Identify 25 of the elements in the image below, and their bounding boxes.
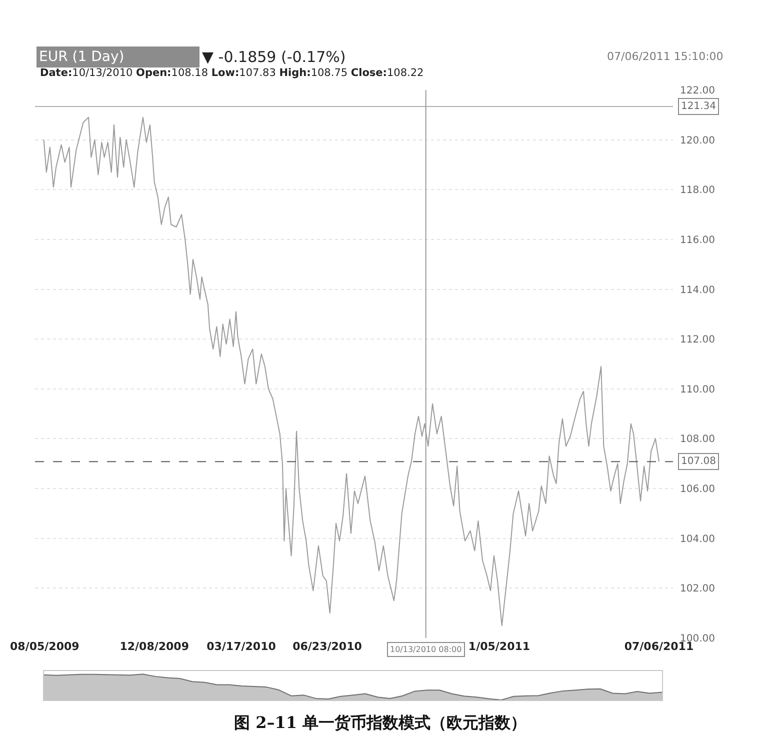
chart-title: EUR (1 Day) (39, 49, 124, 65)
y-tick-label: 118.00 (680, 185, 715, 196)
caption: 图 2–11 单一货币指数模式（欧元指数） (234, 713, 527, 732)
x-tick-label: 12/08/2009 (120, 640, 189, 653)
x-tick-label: 03/17/2010 (206, 640, 276, 653)
y-tick-label: 106.00 (680, 484, 715, 496)
x-tick-label: 08/05/2009 (10, 640, 80, 653)
text: 07/06/2011 15:10:00 (607, 50, 724, 63)
y-tick-label: 112.00 (680, 334, 715, 346)
y-tick-label: 102.00 (680, 584, 715, 595)
y-tick-label: 116.00 (680, 234, 715, 246)
y-tick-label: 110.00 (680, 384, 715, 396)
ref-line-label: 107.08 (681, 456, 716, 467)
x-tick-label: 07/06/2011 (624, 640, 694, 653)
y-tick-label: 122.00 (680, 86, 715, 96)
text: Date:10/13/2010 Open:108.18 Low:107.83 High:108.75 Close:108.22 (40, 67, 424, 79)
ref-line-label: 121.34 (681, 101, 716, 112)
y-tick-label: 108.00 (680, 434, 715, 446)
ref-line-label: 10/13/2010 08:00 (390, 645, 462, 654)
y-tick-label: 104.00 (680, 534, 715, 545)
x-tick-label: 06/23/2010 (292, 640, 362, 653)
y-tick-label: 114.00 (680, 284, 715, 296)
y-tick-label: 120.00 (680, 135, 715, 146)
chart-subtitle: ▼ -0.1859 (-0.17%) (202, 48, 346, 66)
x-tick-label: 1/05/2011 (468, 640, 530, 653)
